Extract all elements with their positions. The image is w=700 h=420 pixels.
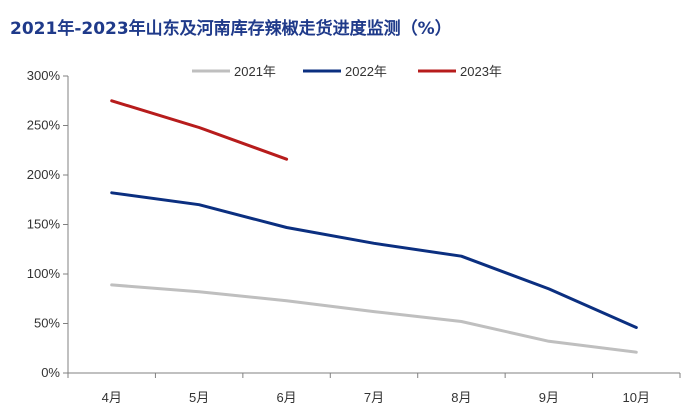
y-tick-label: 200% xyxy=(27,167,61,182)
legend: 2021年 2022年 2023年 xyxy=(192,64,502,79)
series-line-2021年 xyxy=(110,283,638,354)
x-tick-label: 6月 xyxy=(276,390,296,405)
y-tick-label: 0% xyxy=(41,365,60,380)
legend-label: 2022年 xyxy=(345,64,387,79)
y-tick-label: 250% xyxy=(27,118,61,133)
x-tick-label: 4月 xyxy=(102,390,122,405)
x-tick-label: 5月 xyxy=(189,390,209,405)
legend-label: 2023年 xyxy=(460,64,502,79)
x-tick-label: 7月 xyxy=(364,390,384,405)
y-tick-label: 50% xyxy=(34,316,60,331)
y-tick-label: 300% xyxy=(27,68,61,83)
x-tick-label: 8月 xyxy=(451,390,471,405)
y-tick-label: 100% xyxy=(27,266,61,281)
x-tick-label: 10月 xyxy=(623,390,650,405)
legend-label: 2021年 xyxy=(234,64,276,79)
y-tick-label: 150% xyxy=(27,217,61,232)
axes: 0% 50% 100% 150% 200% 250% 300% 4月 5月 6月 7月 8月 9月 10月 xyxy=(27,68,681,405)
series-lines xyxy=(110,99,638,354)
series-line-2022年 xyxy=(110,191,638,329)
chart-title: 2021年-2023年山东及河南库存辣椒走货进度监测（%） xyxy=(10,19,452,39)
x-tick-label: 9月 xyxy=(539,390,559,405)
series-line-2023年 xyxy=(110,99,289,161)
